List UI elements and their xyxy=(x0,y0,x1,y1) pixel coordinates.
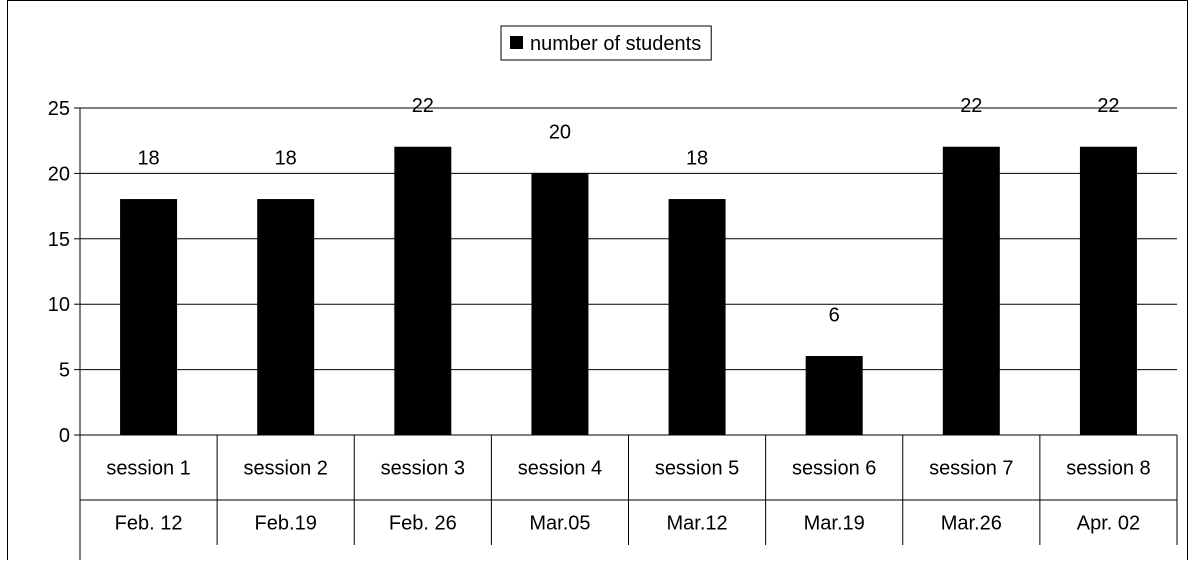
bar-value-label: 18 xyxy=(275,148,297,170)
y-tick-labels: 0 5 10 15 20 25 xyxy=(48,98,70,447)
axes xyxy=(74,107,1177,436)
category-label-session: session 4 xyxy=(518,458,603,480)
category-label-date: Mar.12 xyxy=(666,513,727,535)
y-tick-label: 10 xyxy=(48,294,70,316)
bar xyxy=(120,199,178,436)
gridlines xyxy=(80,107,1177,371)
category-label-date: Apr. 02 xyxy=(1077,513,1140,535)
bar xyxy=(257,199,315,436)
category-label-session: session 7 xyxy=(929,458,1014,480)
y-tick-label: 0 xyxy=(59,425,70,447)
category-label-date: Mar.26 xyxy=(941,513,1002,535)
y-tick-label: 25 xyxy=(48,98,70,120)
bar xyxy=(805,356,863,436)
category-label-date: Mar.19 xyxy=(804,513,865,535)
category-label-date: Feb.19 xyxy=(255,513,317,535)
bar-value-label: 20 xyxy=(549,121,571,143)
category-label-session: session 2 xyxy=(243,458,328,480)
bar xyxy=(531,172,589,436)
bar xyxy=(1079,146,1137,436)
bar-value-label: 22 xyxy=(960,95,982,117)
y-tick-label: 15 xyxy=(48,229,70,251)
category-label-date: Feb. 12 xyxy=(115,513,183,535)
bar xyxy=(942,146,1000,436)
legend: number of students xyxy=(500,25,712,61)
category-label-session: session 3 xyxy=(381,458,466,480)
bar xyxy=(394,146,452,436)
y-tick-label: 20 xyxy=(48,163,70,185)
category-label-session: session 1 xyxy=(106,458,191,480)
category-table: session 1 Feb. 12 session 2 Feb.19 session 3… xyxy=(79,435,1178,560)
category-label-date: Mar.05 xyxy=(529,513,590,535)
y-tick-label: 5 xyxy=(59,360,70,382)
bars xyxy=(120,146,1137,436)
category-label-session: session 8 xyxy=(1066,458,1151,480)
legend-box xyxy=(500,25,712,61)
bar xyxy=(668,199,726,436)
category-label-date: Feb. 26 xyxy=(389,513,457,535)
bar-value-label: 18 xyxy=(137,148,159,170)
category-label-session: session 6 xyxy=(792,458,877,480)
data-labels: 18 18 22 20 18 6 22 22 xyxy=(137,95,1119,326)
bar-value-label: 6 xyxy=(829,305,840,327)
bar-value-label: 22 xyxy=(412,95,434,117)
legend-label: number of students xyxy=(530,33,701,55)
bar-value-label: 22 xyxy=(1097,95,1119,117)
category-label-session: session 5 xyxy=(655,458,740,480)
legend-swatch xyxy=(510,36,523,49)
bar-value-label: 18 xyxy=(686,148,708,170)
chart-frame xyxy=(7,0,1188,560)
